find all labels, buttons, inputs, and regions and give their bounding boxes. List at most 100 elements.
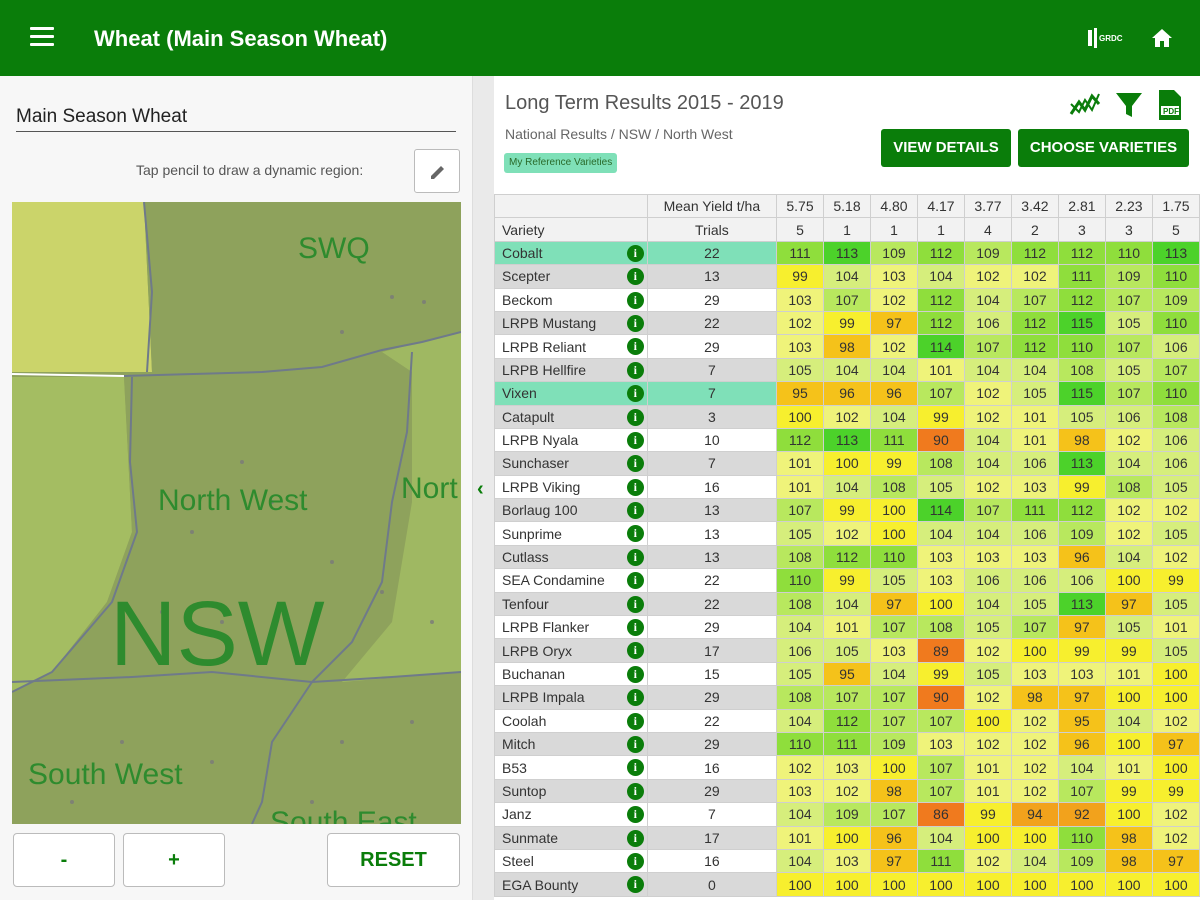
- reference-varieties-chip[interactable]: My Reference Varieties: [504, 153, 618, 173]
- info-icon[interactable]: i: [626, 361, 644, 379]
- table-row[interactable]: Borlaug 100 i 13 107 99 100 114 107 111 112 102 102: [494, 498, 1200, 523]
- yield-value-cell: 112: [776, 427, 824, 453]
- yield-value-cell: 96: [1057, 731, 1106, 757]
- variety-name-cell: LRPB Reliant i: [494, 334, 648, 359]
- view-details-button[interactable]: VIEW DETAILS: [881, 129, 1011, 167]
- table-row[interactable]: LRPB Reliant i 29 103 98 102 114 107 112 110 107 10…: [494, 334, 1200, 359]
- info-icon[interactable]: i: [626, 876, 644, 894]
- home-icon[interactable]: [1150, 26, 1174, 50]
- filter-icon[interactable]: [1112, 88, 1146, 122]
- info-icon[interactable]: i: [626, 712, 644, 730]
- yield-value-cell: 102: [869, 334, 918, 359]
- table-row[interactable]: Steel i 16 104 103 97 111 102 104 109 98 97: [494, 848, 1200, 874]
- table-row[interactable]: B53 i 16 102 103 100 107 101 102 104 101 100: [494, 755, 1200, 780]
- table-header-row-trials: Variety Trials 5 1 1 1 4 2 3 3 5: [494, 217, 1200, 242]
- info-icon[interactable]: i: [626, 665, 644, 683]
- table-row[interactable]: Janz i 7 104 109 107 86 99 94 92 100 102: [494, 802, 1200, 827]
- env-trials-cell: 1: [916, 217, 965, 242]
- draw-region-button[interactable]: [414, 149, 460, 193]
- table-row[interactable]: SEA Condamine i 22 110 99 105 103 106 106 106 100 9…: [494, 568, 1200, 593]
- table-row[interactable]: LRPB Mustang i 22 102 99 97 112 106 112 115 105 110: [494, 310, 1200, 336]
- reset-button[interactable]: RESET: [327, 833, 460, 887]
- table-row[interactable]: LRPB Hellfire i 7 105 104 104 101 104 104 108 105 1…: [494, 357, 1200, 383]
- info-icon[interactable]: i: [626, 455, 644, 473]
- zoom-in-button[interactable]: +: [123, 833, 225, 887]
- table-row[interactable]: Scepter i 13 99 104 103 104 102 102 111 109 110: [494, 264, 1200, 289]
- yield-value-cell: 112: [916, 310, 965, 336]
- yield-value-cell: 108: [776, 685, 824, 710]
- info-icon[interactable]: i: [626, 595, 644, 613]
- variety-name-cell: LRPB Flanker i: [494, 615, 648, 640]
- info-icon[interactable]: i: [626, 735, 644, 753]
- yield-value-cell: 104: [1057, 755, 1106, 780]
- info-icon[interactable]: i: [626, 806, 644, 824]
- svg-text:GRDC: GRDC: [1099, 34, 1123, 43]
- yield-value-cell: 100: [869, 521, 918, 546]
- info-icon[interactable]: i: [626, 431, 644, 449]
- variety-name-cell: B53 i: [494, 755, 648, 780]
- yield-value-cell: 100: [1151, 872, 1200, 897]
- info-icon[interactable]: i: [626, 689, 644, 707]
- table-row[interactable]: LRPB Nyala i 10 112 113 111 90 104 101 98 102 106: [494, 427, 1200, 453]
- yield-value-cell: 109: [869, 731, 918, 757]
- panel-divider[interactable]: ‹: [472, 76, 494, 900]
- yield-value-cell: 100: [776, 404, 824, 429]
- table-row[interactable]: LRPB Flanker i 29 104 101 107 108 105 107 97 105 10…: [494, 615, 1200, 640]
- yield-value-cell: 99: [823, 498, 871, 523]
- table-row[interactable]: Cutlass i 13 108 112 110 103 103 103 96 104 102: [494, 544, 1200, 570]
- table-row[interactable]: LRPB Impala i 29 108 107 107 90 102 98 97 100 100: [494, 685, 1200, 710]
- table-row[interactable]: Sunchaser i 7 101 100 99 108 104 106 113 104 106: [494, 451, 1200, 476]
- table-row[interactable]: EGA Bounty i 0 100 100 100 100 100 100 100 100 100: [494, 872, 1200, 897]
- trials-cell: 29: [646, 334, 778, 359]
- zoom-out-button[interactable]: -: [13, 833, 115, 887]
- menu-icon[interactable]: [30, 27, 54, 47]
- info-icon[interactable]: i: [626, 782, 644, 800]
- table-row[interactable]: LRPB Oryx i 17 106 105 103 89 102 100 99 99 105: [494, 638, 1200, 663]
- yield-value-cell: 101: [1010, 404, 1059, 429]
- trials-cell: 29: [646, 287, 778, 312]
- yield-value-cell: 96: [869, 825, 918, 850]
- svg-text:PDF: PDF: [1163, 107, 1179, 116]
- info-icon[interactable]: i: [626, 619, 644, 637]
- table-row[interactable]: Vixen i 7 95 96 96 107 102 105 115 107 110: [494, 381, 1200, 406]
- table-row[interactable]: Buchanan i 15 105 95 104 99 105 103 103 101 100: [494, 661, 1200, 687]
- table-row[interactable]: Sunprime i 13 105 102 100 104 104 106 109 102 105: [494, 521, 1200, 546]
- info-icon[interactable]: i: [626, 408, 644, 426]
- pdf-icon[interactable]: PDF: [1152, 88, 1186, 122]
- table-row[interactable]: Catapult i 3 100 102 104 99 102 101 105 106 108: [494, 404, 1200, 429]
- yield-value-cell: 109: [823, 802, 871, 827]
- info-icon[interactable]: i: [626, 502, 644, 520]
- choose-varieties-button[interactable]: CHOOSE VARIETIES: [1018, 129, 1189, 167]
- info-icon[interactable]: i: [626, 759, 644, 777]
- info-icon[interactable]: i: [626, 548, 644, 566]
- info-icon[interactable]: i: [626, 244, 644, 262]
- info-icon[interactable]: i: [626, 291, 644, 309]
- info-icon[interactable]: i: [626, 572, 644, 590]
- yield-value-cell: 108: [776, 544, 824, 570]
- table-row[interactable]: Cobalt i 22 111 113 109 112 109 112 112 110 113: [494, 240, 1200, 266]
- region-name-field[interactable]: [16, 102, 456, 132]
- trend-icon[interactable]: [1068, 88, 1102, 122]
- table-row[interactable]: Tenfour i 22 108 104 97 100 104 105 113 97 105: [494, 591, 1200, 617]
- table-row[interactable]: Mitch i 29 110 111 109 103 102 102 96 100 97: [494, 731, 1200, 757]
- region-map[interactable]: SWQ North West Nort NSW South West South…: [12, 202, 461, 824]
- info-icon[interactable]: i: [626, 642, 644, 660]
- yield-value-cell: 111: [869, 427, 918, 453]
- yield-value-cell: 105: [1104, 615, 1153, 640]
- table-row[interactable]: Coolah i 22 104 112 107 107 100 102 95 104 102: [494, 708, 1200, 733]
- collapse-panel-icon[interactable]: ‹: [477, 478, 484, 500]
- info-icon[interactable]: i: [626, 314, 644, 332]
- trials-cell: 22: [646, 708, 778, 733]
- table-row[interactable]: LRPB Viking i 16 101 104 108 105 102 103 99 108 105: [494, 474, 1200, 500]
- table-row[interactable]: Suntop i 29 103 102 98 107 101 102 107 99 99: [494, 778, 1200, 804]
- info-icon[interactable]: i: [626, 385, 644, 403]
- yield-value-cell: 109: [1057, 521, 1106, 546]
- table-row[interactable]: Sunmate i 17 101 100 96 104 100 100 110 98 102: [494, 825, 1200, 850]
- info-icon[interactable]: i: [626, 852, 644, 870]
- info-icon[interactable]: i: [626, 268, 644, 286]
- info-icon[interactable]: i: [626, 338, 644, 356]
- table-row[interactable]: Beckom i 29 103 107 102 112 104 107 112 107 109: [494, 287, 1200, 312]
- info-icon[interactable]: i: [626, 525, 644, 543]
- info-icon[interactable]: i: [626, 829, 644, 847]
- info-icon[interactable]: i: [626, 478, 644, 496]
